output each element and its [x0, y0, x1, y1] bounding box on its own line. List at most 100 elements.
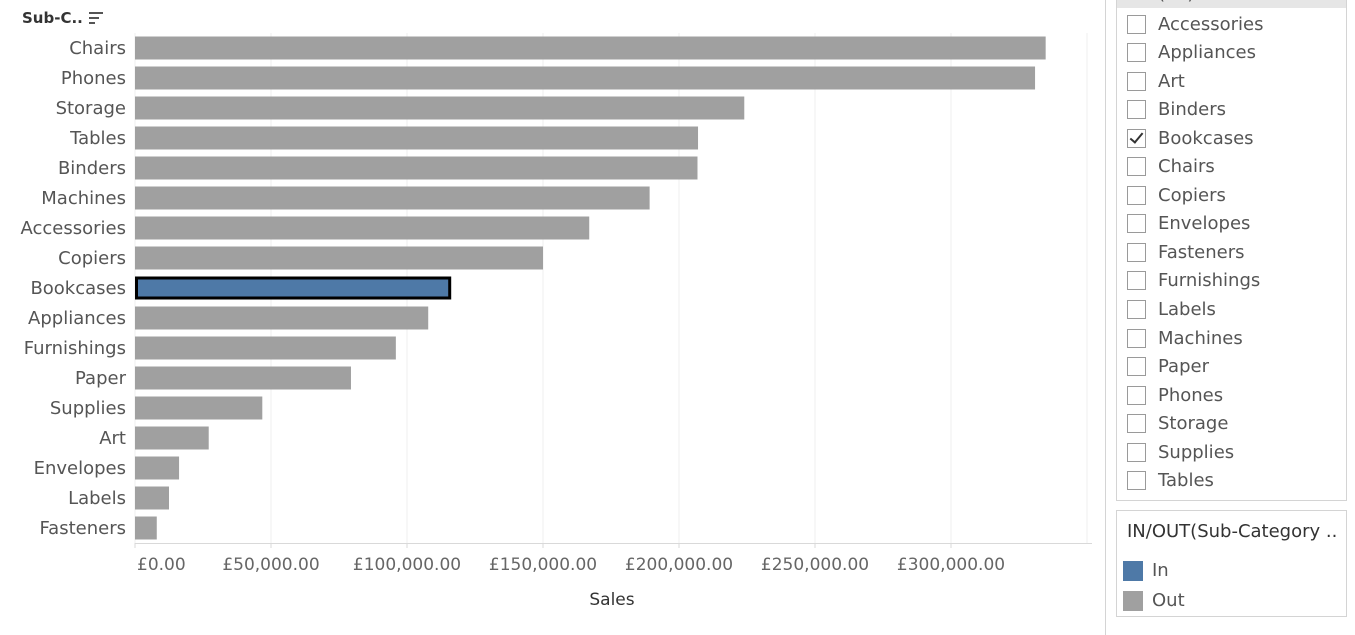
- legend-title: IN/OUT(Sub-Category ...: [1127, 521, 1339, 542]
- x-tick-label: £0.00: [137, 555, 186, 575]
- category-label[interactable]: Appliances: [28, 308, 126, 329]
- category-label[interactable]: Storage: [56, 98, 126, 119]
- bar-appliances[interactable]: [135, 306, 429, 330]
- filter-item-label: Bookcases: [1158, 127, 1254, 149]
- bar-phones[interactable]: [135, 66, 1036, 90]
- category-label[interactable]: Chairs: [69, 38, 126, 59]
- bar-supplies[interactable]: [135, 396, 263, 420]
- filter-item-binders[interactable]: Binders: [1127, 98, 1226, 122]
- filter-item-paper[interactable]: Paper: [1127, 355, 1209, 379]
- row-field-header[interactable]: Sub-C..: [22, 9, 103, 27]
- checkbox[interactable]: [1127, 414, 1146, 434]
- bar-chairs[interactable]: [135, 36, 1046, 60]
- bar-art[interactable]: [135, 426, 209, 450]
- filter-item-bookcases[interactable]: Bookcases: [1127, 126, 1254, 150]
- checkbox[interactable]: [1127, 185, 1146, 205]
- bar-binders[interactable]: [135, 156, 698, 180]
- filter-item-tables[interactable]: Tables: [1127, 469, 1214, 493]
- checkbox[interactable]: [1127, 100, 1146, 120]
- category-label[interactable]: Supplies: [50, 398, 126, 419]
- bar-labels[interactable]: [135, 486, 169, 510]
- checkbox[interactable]: [1127, 271, 1146, 291]
- checkbox[interactable]: [1127, 14, 1146, 34]
- category-label[interactable]: Accessories: [21, 218, 127, 239]
- category-label[interactable]: Phones: [61, 68, 126, 89]
- filter-item-label: Storage: [1158, 413, 1229, 435]
- checkbox[interactable]: [1127, 357, 1146, 377]
- filter-item-label: Chairs: [1158, 156, 1215, 178]
- bar-envelopes[interactable]: [135, 456, 180, 480]
- category-label[interactable]: Copiers: [58, 248, 126, 269]
- category-label[interactable]: Machines: [41, 188, 126, 209]
- row-field-label: Sub-C..: [22, 9, 83, 27]
- x-axis-title: Sales: [589, 590, 634, 610]
- x-tick-label: £100,000.00: [353, 555, 461, 575]
- chart-area: Sub-C.. Chairs Phones Storage Tables Binders…: [21, 9, 1092, 610]
- category-label[interactable]: Furnishings: [24, 338, 126, 359]
- category-label[interactable]: Labels: [68, 488, 126, 509]
- legend-label: Out: [1152, 590, 1185, 611]
- sort-icon[interactable]: [88, 12, 103, 24]
- filter-item-label: Paper: [1158, 356, 1209, 378]
- filter-item-label: Machines: [1158, 327, 1243, 349]
- filter-item-furnishings[interactable]: Furnishings: [1127, 269, 1260, 293]
- category-label[interactable]: Bookcases: [30, 278, 126, 299]
- checkbox[interactable]: [1127, 157, 1146, 177]
- checkbox-checked[interactable]: [1127, 128, 1146, 148]
- x-tick-label: £150,000.00: [489, 555, 597, 575]
- bar-tables[interactable]: [135, 126, 699, 150]
- category-label[interactable]: Tables: [69, 128, 126, 149]
- bar-copiers[interactable]: [135, 246, 543, 270]
- filter-item-all[interactable]: (All): [1117, 0, 1346, 8]
- legend-item-in[interactable]: In: [1123, 560, 1169, 581]
- bar-fasteners[interactable]: [135, 516, 157, 540]
- bar-bookcases[interactable]: [135, 276, 452, 300]
- checkbox[interactable]: [1127, 442, 1146, 462]
- filter-item-machines[interactable]: Machines: [1127, 326, 1243, 350]
- category-label[interactable]: Art: [99, 428, 126, 449]
- filter-item-label: Fasteners: [1158, 241, 1245, 263]
- checkbox[interactable]: [1127, 242, 1146, 262]
- legend-label: In: [1152, 560, 1169, 581]
- sub-category-filter: (All) Accessories Appliances Art Binders Boo…: [1116, 0, 1347, 501]
- checkbox[interactable]: [1127, 214, 1146, 234]
- checkbox[interactable]: [1127, 71, 1146, 91]
- category-label[interactable]: Fasteners: [39, 518, 126, 539]
- category-label[interactable]: Envelopes: [34, 458, 126, 479]
- filter-item-label: Supplies: [1158, 441, 1235, 463]
- filter-item-label: Phones: [1158, 384, 1224, 406]
- category-label[interactable]: Paper: [75, 368, 127, 389]
- filter-item-phones[interactable]: Phones: [1127, 383, 1223, 407]
- filter-item-accessories[interactable]: Accessories: [1127, 12, 1264, 36]
- filter-item-storage[interactable]: Storage: [1127, 412, 1228, 436]
- bar-accessories[interactable]: [135, 216, 590, 240]
- filter-item-supplies[interactable]: Supplies: [1127, 440, 1234, 464]
- x-tick-label: £200,000.00: [625, 555, 733, 575]
- filter-item-label: Appliances: [1158, 42, 1256, 64]
- bar-paper[interactable]: [135, 366, 351, 390]
- x-tick-label: £300,000.00: [897, 555, 1005, 575]
- filter-item-chairs[interactable]: Chairs: [1127, 155, 1215, 179]
- checkbox[interactable]: [1127, 385, 1146, 405]
- bar-storage[interactable]: [135, 96, 745, 120]
- legend-swatch: [1123, 560, 1143, 581]
- checkbox[interactable]: [1127, 471, 1146, 491]
- checkbox[interactable]: [1127, 328, 1146, 348]
- filter-item-art[interactable]: Art: [1127, 69, 1185, 93]
- bar-furnishings[interactable]: [135, 336, 396, 360]
- filter-item-label: Art: [1158, 70, 1185, 92]
- checkbox[interactable]: [1127, 300, 1146, 319]
- checkbox[interactable]: [1127, 43, 1146, 63]
- category-label[interactable]: Binders: [58, 158, 126, 179]
- bar-chart: Chairs Phones Storage Tables Binders Machines…: [21, 33, 1092, 610]
- filter-item-fasteners[interactable]: Fasteners: [1127, 240, 1245, 264]
- filter-item-label: Furnishings: [1158, 270, 1261, 292]
- filter-item-label: Tables: [1158, 470, 1214, 492]
- filter-item-copiers[interactable]: Copiers: [1127, 183, 1226, 207]
- filter-item-label: Labels: [1158, 299, 1216, 320]
- filter-item-envelopes[interactable]: Envelopes: [1127, 212, 1250, 236]
- filter-item-labels[interactable]: Labels: [1127, 298, 1216, 322]
- filter-item-appliances[interactable]: Appliances: [1127, 41, 1256, 65]
- legend-item-out[interactable]: Out: [1123, 590, 1185, 611]
- bar-machines[interactable]: [135, 186, 650, 210]
